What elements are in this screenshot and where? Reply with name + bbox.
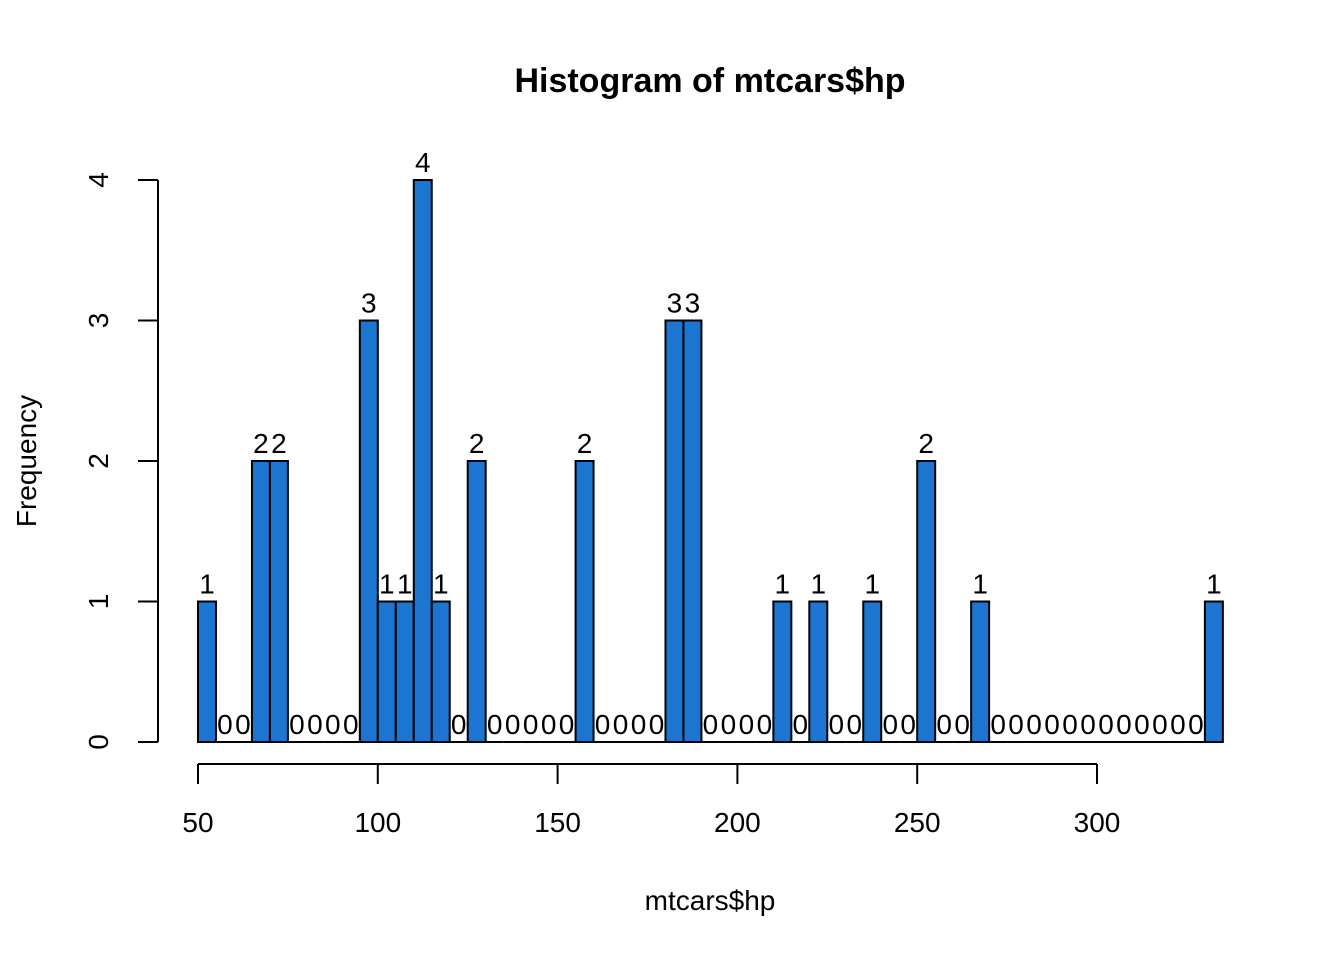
bar-count-label: 0 xyxy=(343,709,359,740)
x-tick-label: 250 xyxy=(894,807,941,838)
histogram-bar xyxy=(808,600,829,743)
bar-count-label: 0 xyxy=(846,709,862,740)
histogram-bar xyxy=(916,460,937,743)
bar-count-label: 4 xyxy=(415,147,431,178)
bar-count-label: 0 xyxy=(1062,709,1078,740)
histogram-bar xyxy=(358,319,379,743)
bar-count-label: 0 xyxy=(1044,709,1060,740)
bar-count-label: 0 xyxy=(505,709,521,740)
x-tick-label: 100 xyxy=(354,807,401,838)
bars-layer xyxy=(197,179,1224,743)
bar-count-label: 1 xyxy=(775,569,791,600)
histogram-bar xyxy=(862,600,883,743)
bar-count-label: 0 xyxy=(487,709,503,740)
histogram-bar xyxy=(1203,600,1224,743)
bar-count-label: 0 xyxy=(289,709,305,740)
histogram-bar xyxy=(250,460,271,743)
bar-count-label: 0 xyxy=(721,709,737,740)
y-tick-label: 2 xyxy=(83,453,114,469)
histogram-bar xyxy=(197,600,217,743)
bar-count-label: 0 xyxy=(739,709,755,740)
bar-count-label: 2 xyxy=(253,428,269,459)
bar-count-label: 0 xyxy=(793,709,809,740)
bar-count-label: 2 xyxy=(271,428,287,459)
bar-count-label: 1 xyxy=(199,569,215,600)
bar-count-label: 0 xyxy=(757,709,773,740)
y-axis-label: Frequency xyxy=(11,395,42,527)
bar-count-label: 0 xyxy=(882,709,898,740)
x-axis-label: mtcars$hp xyxy=(645,885,776,916)
bar-count-label: 3 xyxy=(667,288,683,319)
bar-count-label: 0 xyxy=(325,709,341,740)
bar-count-label: 3 xyxy=(685,288,701,319)
bar-count-label: 0 xyxy=(1134,709,1150,740)
bar-count-label: 0 xyxy=(451,709,467,740)
bar-count-label: 1 xyxy=(1206,569,1222,600)
bar-count-label: 0 xyxy=(307,709,323,740)
chart-title: Histogram of mtcars$hp xyxy=(514,62,905,100)
bar-count-label: 0 xyxy=(649,709,665,740)
y-tick-label: 1 xyxy=(83,594,114,610)
bar-count-label: 0 xyxy=(1116,709,1132,740)
bar-count-label: 0 xyxy=(954,709,970,740)
bar-count-label: 0 xyxy=(217,709,233,740)
x-tick-label: 300 xyxy=(1074,807,1121,838)
histogram-bar xyxy=(430,600,451,743)
bar-count-label: 3 xyxy=(361,288,377,319)
y-tick-label: 3 xyxy=(83,313,114,329)
bar-count-label: 1 xyxy=(397,569,413,600)
histogram-bar xyxy=(268,460,289,743)
x-tick-label: 150 xyxy=(534,807,581,838)
bar-count-label: 0 xyxy=(523,709,539,740)
histogram-bar xyxy=(394,600,415,743)
y-tick-label: 0 xyxy=(83,734,114,750)
bar-count-label: 0 xyxy=(613,709,629,740)
histogram-bar xyxy=(682,319,703,743)
histogram-bar xyxy=(664,319,685,743)
bar-count-label: 2 xyxy=(469,428,485,459)
x-tick-label: 200 xyxy=(714,807,761,838)
bar-count-label: 0 xyxy=(1152,709,1168,740)
histogram-bar xyxy=(376,600,397,743)
bar-count-label: 0 xyxy=(595,709,611,740)
bar-count-label: 1 xyxy=(972,569,988,600)
bar-count-label: 0 xyxy=(541,709,557,740)
bar-count-label: 1 xyxy=(433,569,449,600)
x-axis: 50 100 150 200 250 300 xyxy=(182,763,1121,838)
histogram-bar xyxy=(970,600,991,743)
bar-count-label: 1 xyxy=(811,569,827,600)
bar-count-label: 0 xyxy=(900,709,916,740)
bar-count-label: 0 xyxy=(1098,709,1114,740)
bar-count-label: 0 xyxy=(1026,709,1042,740)
histogram-bar xyxy=(412,179,433,743)
bar-count-label: 0 xyxy=(1170,709,1186,740)
bar-count-label: 0 xyxy=(990,709,1006,740)
bar-count-label: 0 xyxy=(936,709,952,740)
bar-count-label: 0 xyxy=(631,709,647,740)
bar-count-label: 1 xyxy=(379,569,395,600)
x-tick-label: 50 xyxy=(182,807,213,838)
bar-count-label: 0 xyxy=(559,709,575,740)
bar-count-label: 0 xyxy=(1008,709,1024,740)
histogram-bar xyxy=(466,460,487,743)
y-axis: 0 1 2 3 4 xyxy=(83,172,159,750)
bar-count-label: 2 xyxy=(577,428,593,459)
y-tick-label: 4 xyxy=(83,172,114,188)
bar-count-label: 0 xyxy=(829,709,845,740)
bar-count-label: 0 xyxy=(1080,709,1096,740)
bar-count-label: 0 xyxy=(1188,709,1204,740)
bar-count-label: 2 xyxy=(918,428,934,459)
histogram-bar xyxy=(772,600,793,743)
bar-count-label: 0 xyxy=(703,709,719,740)
bar-count-label: 0 xyxy=(235,709,251,740)
bar-count-label: 1 xyxy=(864,569,880,600)
histogram-bar xyxy=(574,460,595,743)
